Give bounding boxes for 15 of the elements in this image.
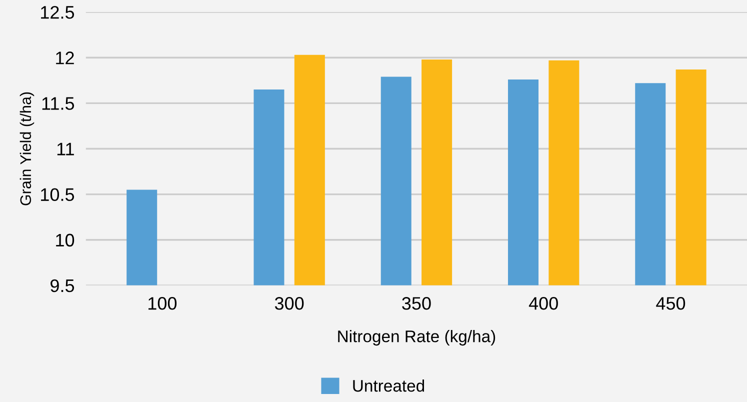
x-axis-title: Nitrogen Rate (kg/ha) xyxy=(338,330,496,346)
x-tick-label: 300 xyxy=(274,297,304,310)
y-tick-label: 12 xyxy=(56,52,74,64)
y-axis-title: Grain Yield (t/ha) xyxy=(20,92,34,206)
x-tick-label: 350 xyxy=(402,297,431,310)
y-tick-label: 12.5 xyxy=(41,6,74,19)
y-tick-label: 11 xyxy=(57,142,74,156)
y-tick-label: 9.5 xyxy=(50,279,74,292)
x-tick-label: 100 xyxy=(148,297,177,310)
legend-label: Untreated xyxy=(353,380,424,392)
y-tick-label: 10 xyxy=(56,234,74,247)
y-tick-label: 10.5 xyxy=(41,188,74,202)
x-tick-label: 400 xyxy=(528,297,558,310)
y-tick-label: 11.5 xyxy=(42,97,74,110)
x-tick-label: 450 xyxy=(656,297,686,310)
